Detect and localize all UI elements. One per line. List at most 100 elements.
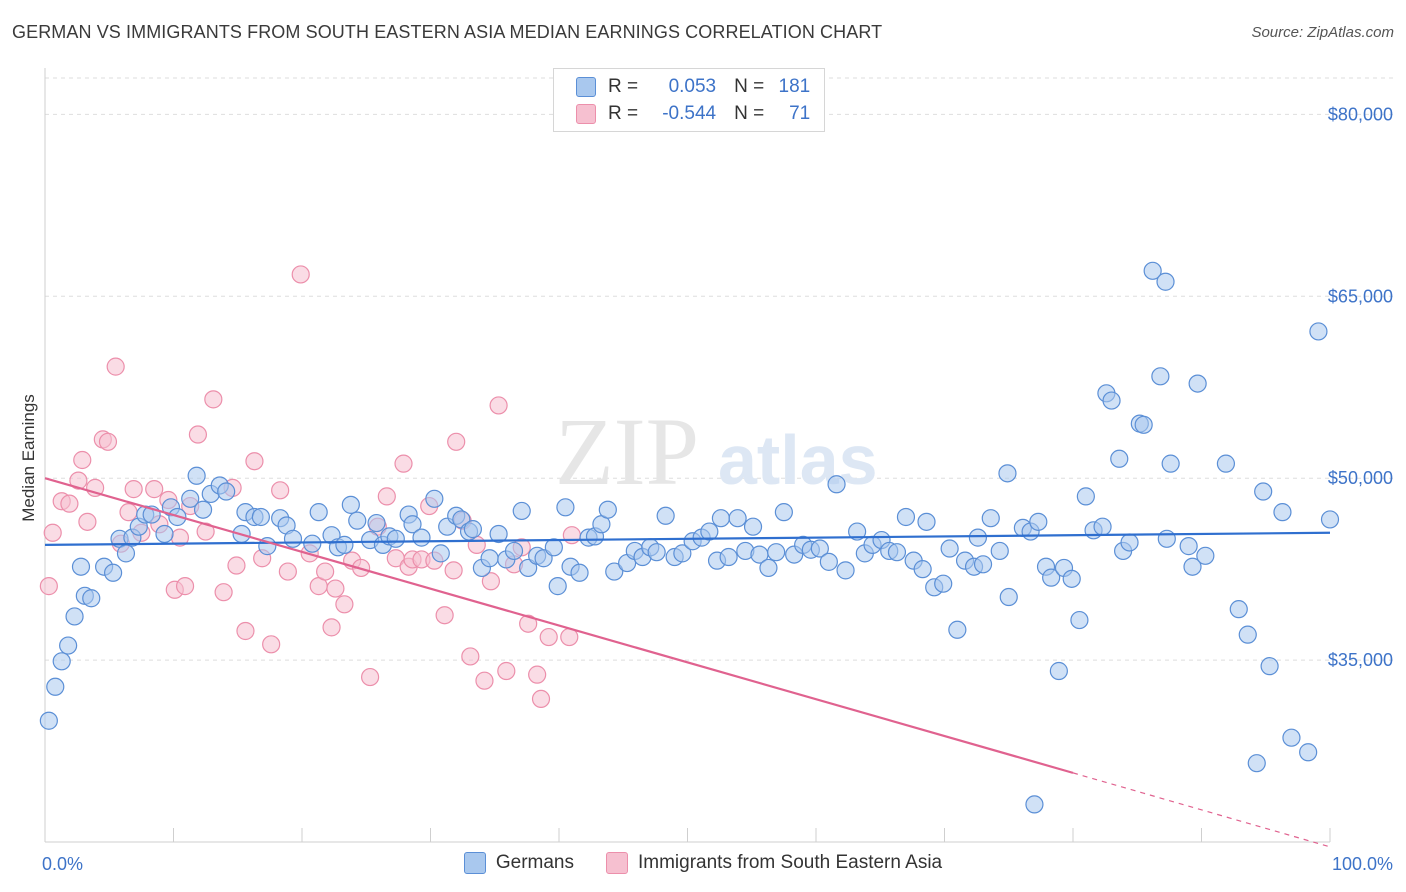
germans-point xyxy=(463,520,483,539)
germans-trend-line xyxy=(44,531,1331,546)
chart-title: GERMAN VS IMMIGRANTS FROM SOUTH EASTERN … xyxy=(12,22,883,42)
germans-point xyxy=(303,534,322,553)
germans-point xyxy=(968,528,988,547)
immigrants-point xyxy=(519,614,538,633)
germans-point xyxy=(948,620,967,639)
germans-point xyxy=(934,574,953,593)
germans-point xyxy=(1025,795,1044,814)
legend-swatch-germans xyxy=(463,852,486,874)
immigrants-point xyxy=(361,667,380,687)
germans-point xyxy=(605,562,624,581)
germans-point xyxy=(1161,454,1180,473)
germans-point xyxy=(999,587,1018,607)
germans-point xyxy=(1049,661,1068,681)
germans-point xyxy=(848,522,867,541)
germans-point xyxy=(998,464,1017,483)
germans-point xyxy=(1238,625,1257,644)
y-tick-labels: $35,000 $50,000 $65,000 $80,000 xyxy=(1328,104,1393,670)
germans-point xyxy=(283,529,303,548)
germans-point xyxy=(181,489,200,508)
immigrants-point xyxy=(227,556,246,575)
germans-point xyxy=(556,498,575,517)
germans-point xyxy=(341,495,360,514)
germans-point xyxy=(104,563,123,582)
immigrants-point xyxy=(531,689,551,709)
legend-swatch-germans xyxy=(576,77,596,97)
y-tick-label: $35,000 xyxy=(1328,650,1393,670)
germans-point xyxy=(836,561,855,580)
germans-point xyxy=(973,555,993,574)
germans-point xyxy=(504,541,524,561)
germans-point xyxy=(1299,743,1318,762)
immigrants-point xyxy=(73,450,92,470)
germans-point xyxy=(647,543,666,562)
germans-point xyxy=(1260,657,1279,676)
germans-point xyxy=(570,563,589,582)
immigrants-point xyxy=(236,621,255,641)
x-tick-marks xyxy=(44,828,1331,842)
germans-point xyxy=(155,524,174,544)
immigrants-point xyxy=(69,471,88,490)
germans-point xyxy=(1183,557,1202,576)
germans-point xyxy=(940,539,959,558)
germans-point xyxy=(1179,537,1198,556)
germans-point xyxy=(1102,391,1121,410)
immigrants-point xyxy=(196,522,215,541)
germans-point xyxy=(1273,503,1292,522)
y-tick-label: $80,000 xyxy=(1328,104,1393,124)
legend-n-value: 71 xyxy=(789,103,811,124)
legend-n-value: 181 xyxy=(778,76,811,97)
germans-point xyxy=(819,552,838,571)
immigrants-point xyxy=(497,661,516,681)
germans-point xyxy=(1320,510,1340,529)
germans-point xyxy=(386,529,405,548)
legend-r-label: R = xyxy=(608,76,639,97)
germans-point xyxy=(1151,367,1170,386)
watermark-atlas: atlas xyxy=(718,421,878,499)
immigrants-point xyxy=(245,452,264,471)
germans-point xyxy=(1076,487,1095,506)
germans-point xyxy=(774,503,793,522)
germans-point xyxy=(367,513,386,533)
watermark-zip: ZIP xyxy=(555,398,699,505)
legend-item-immigrants: Immigrants from South Eastern Asia xyxy=(606,852,942,874)
immigrants-point xyxy=(98,432,118,451)
stats-legend: R = 0.053 N = 181 R = -0.544 N = 71 xyxy=(553,68,825,132)
trend-lines xyxy=(44,477,1331,848)
germans-point xyxy=(896,507,916,527)
immigrants-point xyxy=(322,618,341,637)
germans-point xyxy=(489,524,508,544)
germans-point xyxy=(82,589,101,608)
germans-point xyxy=(116,544,136,563)
x-tick-label-max: 100.0% xyxy=(1332,854,1393,874)
germans-point xyxy=(544,538,563,557)
germans-point xyxy=(187,466,206,485)
immigrants-point xyxy=(60,494,79,513)
germans-point xyxy=(39,711,58,730)
immigrants-point xyxy=(335,595,354,614)
germans-point xyxy=(46,677,65,696)
germans-point xyxy=(425,489,444,508)
germans-point xyxy=(1309,322,1328,341)
legend-item-germans: Germans xyxy=(463,852,574,874)
legend-r-value: 0.053 xyxy=(668,76,717,97)
germans-point xyxy=(728,509,747,528)
legend-r-label: R = xyxy=(608,103,639,124)
immigrants-point xyxy=(326,579,345,598)
legend-n-label: N = xyxy=(734,76,765,97)
germans-point xyxy=(810,539,829,558)
legend-swatch-immigrants xyxy=(606,852,628,874)
germans-point xyxy=(1070,610,1089,630)
y-tick-label: $65,000 xyxy=(1328,286,1393,306)
immigrants-point xyxy=(124,480,143,499)
germans-point xyxy=(711,509,731,528)
germans-point xyxy=(917,512,936,531)
germans-point xyxy=(251,507,270,527)
germans-point xyxy=(217,482,236,501)
germans-point xyxy=(887,543,907,562)
germans-point xyxy=(548,577,567,596)
immigrants-point xyxy=(444,561,463,580)
germans-point xyxy=(1188,374,1207,393)
germans-points xyxy=(39,261,1340,814)
